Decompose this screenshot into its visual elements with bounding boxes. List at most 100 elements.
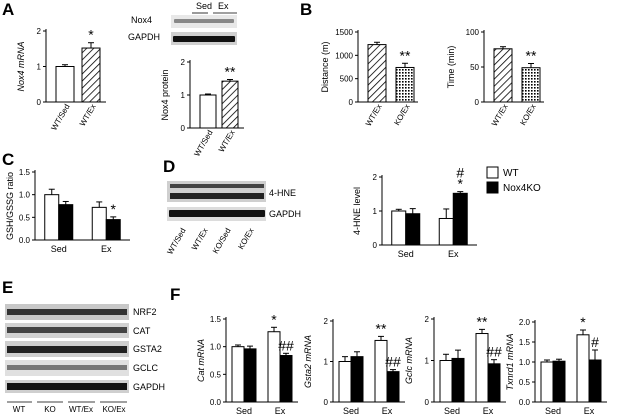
- blot-d-lane-3: KO/Sed: [211, 227, 233, 256]
- x-tick-label: Ex: [483, 406, 494, 416]
- bar-nox4ko: [279, 355, 293, 403]
- y-tick-label: 100: [466, 28, 480, 37]
- y-tick-label: 0: [324, 398, 329, 407]
- bar-wt: [91, 206, 107, 241]
- x-tick-label: Ex: [275, 406, 286, 416]
- x-tick-label: Sed: [51, 244, 67, 254]
- bar-wt: [231, 346, 245, 403]
- charts: 0 1 2 Nox4 mRNA WT/Sed * WT/Ex 0 1 2 Nox4 protein W…: [5, 27, 607, 416]
- x-tick-label: KO/Ex: [518, 103, 537, 128]
- y-axis-label: Distance (m): [320, 41, 330, 92]
- legend-swatch-wt: [486, 166, 499, 179]
- x-tick-label: Sed: [398, 249, 414, 259]
- blot-e-gapdh-band: [7, 383, 127, 390]
- x-tick-label: WT/Ex: [217, 129, 237, 154]
- x-tick-label: WT/Sed: [192, 129, 214, 159]
- y-tick-label: 2: [425, 315, 430, 324]
- significance-marker: *: [458, 176, 464, 192]
- significance-marker: **: [400, 47, 411, 63]
- y-tick-label: 1500: [335, 28, 353, 37]
- bar-nox4ko: [350, 356, 364, 403]
- chart-f3: 0 1 2 Gclc mRNA Sed ** ## Ex: [404, 313, 506, 416]
- blot-e-row-gsta2: GSTA2: [133, 344, 162, 354]
- significance-marker: ##: [278, 337, 294, 353]
- y-axis-label: GSH/GSSG ratio: [5, 172, 15, 240]
- bar-wt: [44, 194, 60, 241]
- y-tick-label: 1.5: [519, 338, 531, 347]
- bar-wt: [439, 360, 453, 403]
- blot-d-hne-band-1: [170, 184, 264, 188]
- y-axis-label: Time (min): [446, 46, 456, 89]
- y-tick-label: 0.0: [210, 398, 222, 407]
- blot-e-row-gapdh: GAPDH: [133, 382, 165, 392]
- y-tick-label: 0.5: [519, 378, 531, 387]
- panel-letter-f: F: [170, 285, 180, 304]
- significance-marker: ##: [385, 354, 401, 370]
- y-tick-label: 1: [37, 63, 42, 72]
- y-tick-label: 2.0: [519, 318, 531, 327]
- y-tick-label: 0.0: [19, 236, 31, 245]
- blot-e-lane-wt: WT: [13, 405, 26, 414]
- significance-marker: *: [580, 314, 586, 330]
- y-tick-label: 2: [324, 317, 329, 326]
- bar-wt: [540, 361, 554, 403]
- chart-a2: 0 1 2 Nox4 protein WT/Sed ** WT/Ex: [160, 58, 244, 158]
- bar-wt: [338, 361, 352, 403]
- x-tick-label: Sed: [545, 406, 561, 416]
- bar: [81, 47, 101, 103]
- bar-nox4ko: [451, 357, 465, 403]
- bar-nox4ko: [452, 192, 468, 246]
- bar-nox4ko: [487, 363, 501, 403]
- blot-e-cat-band: [7, 327, 127, 333]
- y-tick-label: 2: [373, 173, 378, 182]
- legend-swatch-ko: [486, 181, 499, 194]
- significance-marker: *: [111, 201, 117, 217]
- blot-e-lane-wtex: WT/Ex: [69, 405, 93, 414]
- blot-a-label-nox4: Nox4: [131, 15, 152, 25]
- bar-nox4ko: [386, 371, 400, 403]
- y-tick-label: 0: [475, 98, 480, 107]
- blot-a: Sed Ex Nox4 GAPDH: [128, 1, 237, 45]
- blot-e-gsta2-band: [7, 346, 127, 353]
- blot-e-row-gclc: GCLC: [133, 363, 159, 373]
- blot-e-row-nrf2: NRF2: [133, 307, 157, 317]
- bar: [221, 80, 239, 129]
- significance-marker: #: [591, 334, 599, 350]
- bar-wt: [438, 217, 454, 246]
- bar: [395, 66, 415, 103]
- x-tick-label: Ex: [448, 249, 459, 259]
- significance-marker: #: [456, 165, 464, 181]
- blot-a-gapdh-band: [173, 36, 235, 42]
- y-tick-label: 1: [373, 207, 378, 216]
- significance-marker: *: [271, 311, 277, 327]
- legend-label-wt: WT: [503, 168, 519, 179]
- blot-e: NRF2 CAT GSTA2 GCLC GAPDH WT KO WT/Ex KO…: [5, 304, 165, 414]
- y-tick-label: 0: [425, 398, 430, 407]
- bar-nox4ko: [243, 348, 257, 403]
- x-tick-label: Ex: [382, 406, 393, 416]
- y-tick-label: 1000: [335, 51, 353, 60]
- blot-a-label-gapdh: GAPDH: [128, 32, 160, 42]
- x-tick-label: WT/Ex: [78, 103, 98, 128]
- x-tick-label: Sed: [444, 406, 460, 416]
- bar-nox4ko: [588, 359, 602, 403]
- bar-wt: [576, 334, 590, 403]
- y-tick-label: 50: [470, 63, 479, 72]
- significance-marker: ##: [486, 344, 502, 360]
- blot-a-header-ex: Ex: [218, 1, 229, 11]
- y-tick-label: 0: [181, 124, 186, 133]
- y-tick-label: 1: [324, 358, 329, 367]
- bar: [521, 67, 541, 103]
- bar-nox4ko: [105, 219, 121, 241]
- y-axis-label: Gsta2 mRNA: [303, 335, 313, 388]
- chart-b2: 0 50 100 Time (min) WT/Ex ** KO/Ex: [446, 28, 544, 128]
- blot-e-nrf2-band: [7, 309, 127, 315]
- panel-letter-d: D: [163, 157, 175, 176]
- y-tick-label: 0.0: [519, 398, 531, 407]
- x-tick-label: Sed: [236, 406, 252, 416]
- significance-marker: **: [526, 48, 537, 64]
- blot-d-lane-1: WT/Sed: [165, 227, 187, 257]
- blot-d-label-gapdh: GAPDH: [269, 209, 301, 219]
- legend-label-ko: Nox4KO: [503, 183, 541, 194]
- blot-d: 4-HNE GAPDH WT/Sed WT/Ex KO/Sed KO/Ex: [165, 181, 301, 256]
